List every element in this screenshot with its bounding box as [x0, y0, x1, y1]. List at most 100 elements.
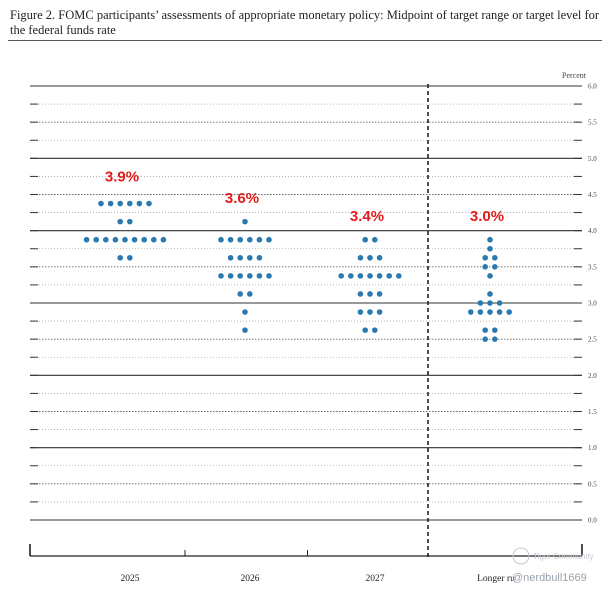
participant-dot: [357, 291, 364, 297]
participant-dot: [492, 327, 498, 333]
participant-dot: [367, 291, 373, 297]
x-category-label: 2027: [366, 574, 385, 584]
participant-dot: [237, 236, 243, 243]
participant-dot: [376, 309, 383, 315]
participant-dot: [362, 327, 369, 333]
participant-dot: [247, 273, 253, 279]
participant-dot: [256, 273, 263, 279]
participant-dot: [266, 236, 272, 243]
participant-dot: [482, 336, 489, 342]
participant-dot: [146, 200, 152, 207]
y-tick-label: 0.5: [588, 480, 597, 488]
median-label: 3.6%: [225, 190, 259, 207]
participant-dot: [122, 236, 128, 243]
participant-dot: [136, 200, 143, 207]
participant-dot: [242, 327, 248, 333]
participant-dot: [227, 273, 234, 279]
median-label: 3.9%: [105, 168, 139, 185]
participant-dot: [256, 254, 263, 261]
median-label: 3.4%: [350, 208, 384, 225]
participant-dot: [107, 200, 114, 207]
participant-dot: [227, 254, 234, 261]
participant-dot: [160, 236, 167, 243]
median-label: 3.0%: [470, 208, 504, 225]
participant-dot: [247, 236, 253, 243]
participant-dot: [386, 273, 393, 279]
participant-dot: [117, 200, 123, 207]
figure-title: Figure 2. FOMC participants’ assessments…: [10, 8, 600, 37]
y-tick-label: 2.0: [588, 372, 597, 380]
participant-dot: [218, 273, 224, 279]
participant-dot: [127, 200, 133, 207]
participant-dot: [492, 264, 498, 270]
participant-dot: [362, 236, 369, 243]
participant-dot: [487, 245, 493, 252]
participant-dot: [487, 291, 493, 297]
participant-dot: [237, 273, 243, 279]
y-tick-label: 5.5: [588, 119, 597, 127]
watermark-handle: @nerdbull1669: [512, 572, 587, 584]
participant-dot: [83, 236, 90, 243]
participant-dot: [482, 327, 489, 333]
y-tick-label: 1.5: [588, 408, 597, 416]
participant-dot: [477, 309, 484, 315]
participant-dot: [496, 309, 503, 315]
x-category-label: Longer ru: [477, 574, 515, 584]
participant-dot: [247, 291, 253, 297]
participant-dot: [376, 273, 383, 279]
participant-dot: [127, 254, 133, 261]
participant-dot: [98, 200, 104, 207]
participant-dot: [227, 236, 234, 243]
participant-dot: [256, 236, 263, 243]
y-tick-label: 1.0: [588, 444, 597, 452]
participant-dot: [487, 309, 493, 315]
participant-dot: [506, 309, 512, 315]
y-axis-unit-label: Percent: [562, 71, 587, 80]
participant-dot: [117, 254, 123, 261]
participant-dot: [372, 236, 378, 243]
participant-dot: [348, 273, 354, 279]
participant-dot: [487, 300, 493, 306]
participant-dot: [242, 218, 248, 225]
participant-dot: [496, 300, 503, 306]
participant-dot: [482, 254, 489, 261]
participant-dot: [127, 218, 133, 225]
participant-dot: [357, 273, 364, 279]
y-tick-label: 2.5: [588, 336, 597, 344]
x-category-label: 2026: [241, 574, 260, 584]
participant-dot: [487, 273, 493, 279]
participant-dot: [237, 254, 243, 261]
participant-dot: [131, 236, 138, 243]
y-tick-label: 4.0: [588, 227, 597, 235]
participant-dot: [487, 236, 493, 243]
participant-dot: [468, 309, 474, 315]
grid-layer: 0.0 0.5 1.0 1.5 2.0 2.5 3.0 3.5 4.0 4.5 5.0 5.5 6.0: [30, 83, 597, 525]
participant-dot: [376, 291, 383, 297]
title-rule: [8, 40, 602, 41]
category-labels: 2025 2026 2027 Longer ru: [121, 574, 516, 584]
participant-dot: [357, 254, 364, 261]
participant-dot: [93, 236, 99, 243]
dots-layer: [83, 200, 512, 342]
participant-dot: [492, 254, 498, 261]
participant-dot: [338, 273, 345, 279]
participant-dot: [117, 218, 123, 225]
median-layer: 3.9% 3.6% 3.4% 3.0%: [105, 168, 504, 225]
participant-dot: [482, 264, 489, 270]
y-tick-label: 0.0: [588, 517, 597, 525]
participant-dot: [372, 327, 378, 333]
participant-dot: [367, 273, 373, 279]
participant-dot: [242, 309, 248, 315]
participant-dot: [367, 309, 373, 315]
watermark-community: Tiger Community: [533, 552, 594, 561]
y-tick-label: 4.5: [588, 191, 597, 199]
y-tick-label: 6.0: [588, 83, 597, 91]
watermark: Tiger Community @nerdbull1669: [512, 547, 594, 584]
participant-dot: [112, 236, 119, 243]
y-tick-label: 3.5: [588, 263, 597, 271]
axis-layer: [29, 84, 583, 560]
participant-dot: [357, 309, 364, 315]
participant-dot: [237, 291, 243, 297]
participant-dot: [367, 254, 373, 261]
